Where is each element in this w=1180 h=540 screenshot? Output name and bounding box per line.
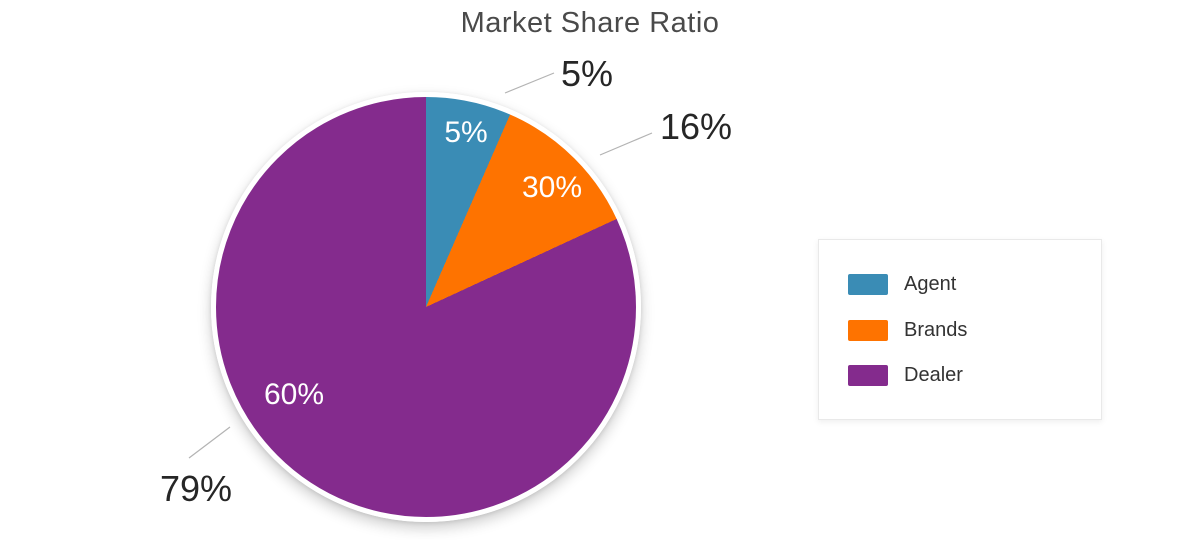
legend-label-dealer: Dealer bbox=[904, 364, 963, 386]
legend-swatch-brands bbox=[848, 320, 888, 341]
legend: Agent Brands Dealer bbox=[818, 239, 1102, 420]
pie-chart[interactable] bbox=[211, 92, 641, 522]
pie-slice-label-inside-agent: 5% bbox=[444, 116, 488, 149]
legend-item-brands[interactable]: Brands bbox=[848, 319, 967, 342]
legend-item-agent[interactable]: Agent bbox=[848, 273, 956, 296]
pie-slice-label-outside-brands: 16% bbox=[659, 106, 733, 147]
pie-slice-label-outside-agent: 5% bbox=[560, 53, 614, 94]
legend-label-brands: Brands bbox=[904, 319, 968, 341]
pie-slice-label-inside-brands: 30% bbox=[521, 171, 583, 204]
legend-swatch-agent bbox=[848, 274, 888, 295]
pie-slice-label-inside-dealer: 60% bbox=[263, 378, 325, 411]
pie-slice-label-outside-dealer: 79% bbox=[159, 468, 233, 509]
legend-label-agent: Agent bbox=[904, 273, 957, 295]
chart-title: Market Share Ratio bbox=[460, 7, 720, 39]
legend-item-dealer[interactable]: Dealer bbox=[848, 364, 963, 387]
legend-swatch-dealer bbox=[848, 365, 888, 386]
